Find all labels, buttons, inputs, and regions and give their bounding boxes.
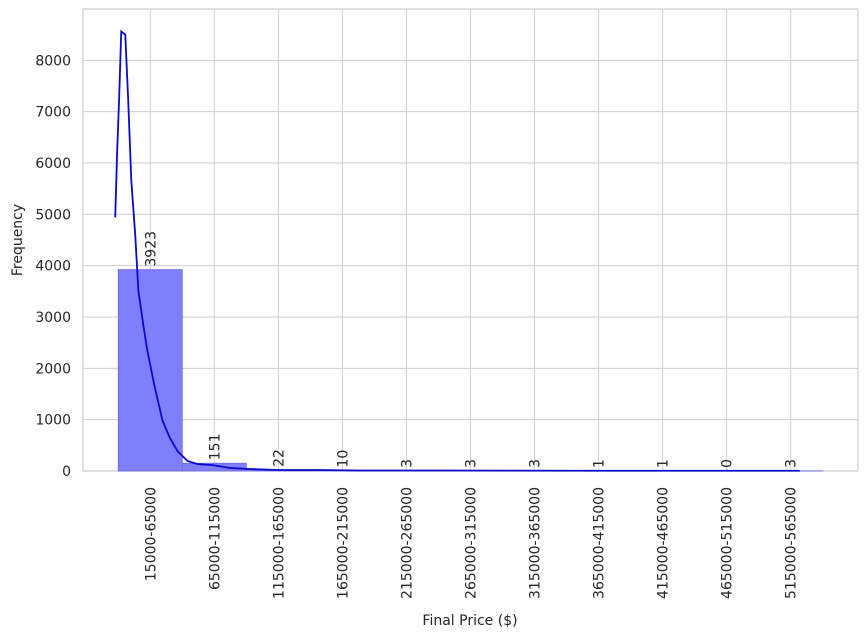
data-label: 3	[399, 459, 415, 468]
data-label: 1	[656, 459, 672, 468]
y-tick-label: 7000	[35, 105, 71, 121]
y-tick-label: 8000	[35, 53, 71, 69]
x-tick-label: 65000-115000	[207, 487, 223, 590]
x-tick-label: 215000-265000	[399, 487, 415, 599]
y-tick-label: 4000	[35, 259, 71, 275]
x-tick-label: 265000-315000	[464, 487, 480, 599]
data-label: 3923	[143, 231, 159, 267]
data-label: 3	[784, 459, 800, 468]
x-tick-label: 315000-365000	[528, 487, 544, 599]
data-label: 3	[464, 459, 480, 468]
data-label: 3	[528, 459, 544, 468]
x-tick-label: 415000-465000	[656, 487, 672, 599]
bar	[181, 462, 247, 472]
data-label: 0	[720, 459, 736, 468]
bar	[117, 269, 183, 472]
y-tick-label: 1000	[35, 413, 71, 429]
x-tick-label: 165000-215000	[335, 487, 351, 599]
data-label: 10	[335, 450, 351, 468]
y-axis-label: Frequency	[10, 204, 26, 276]
x-axis-label: Final Price ($)	[422, 613, 517, 629]
data-label: 151	[207, 434, 223, 461]
x-tick-label: 15000-65000	[143, 487, 159, 581]
x-tick-label: 365000-415000	[592, 487, 608, 599]
data-label: 1	[592, 459, 608, 468]
x-tick-label: 515000-565000	[784, 487, 800, 599]
kde-line	[114, 29, 800, 472]
x-tick-label: 115000-165000	[271, 487, 287, 599]
x-tick-label: 465000-515000	[720, 487, 736, 599]
y-tick-label: 5000	[35, 207, 71, 223]
y-tick-label: 6000	[35, 156, 71, 172]
data-label: 22	[271, 449, 287, 467]
y-tick-label: 0	[62, 464, 71, 480]
y-tick-label: 2000	[35, 361, 71, 377]
y-tick-label: 3000	[35, 310, 71, 326]
